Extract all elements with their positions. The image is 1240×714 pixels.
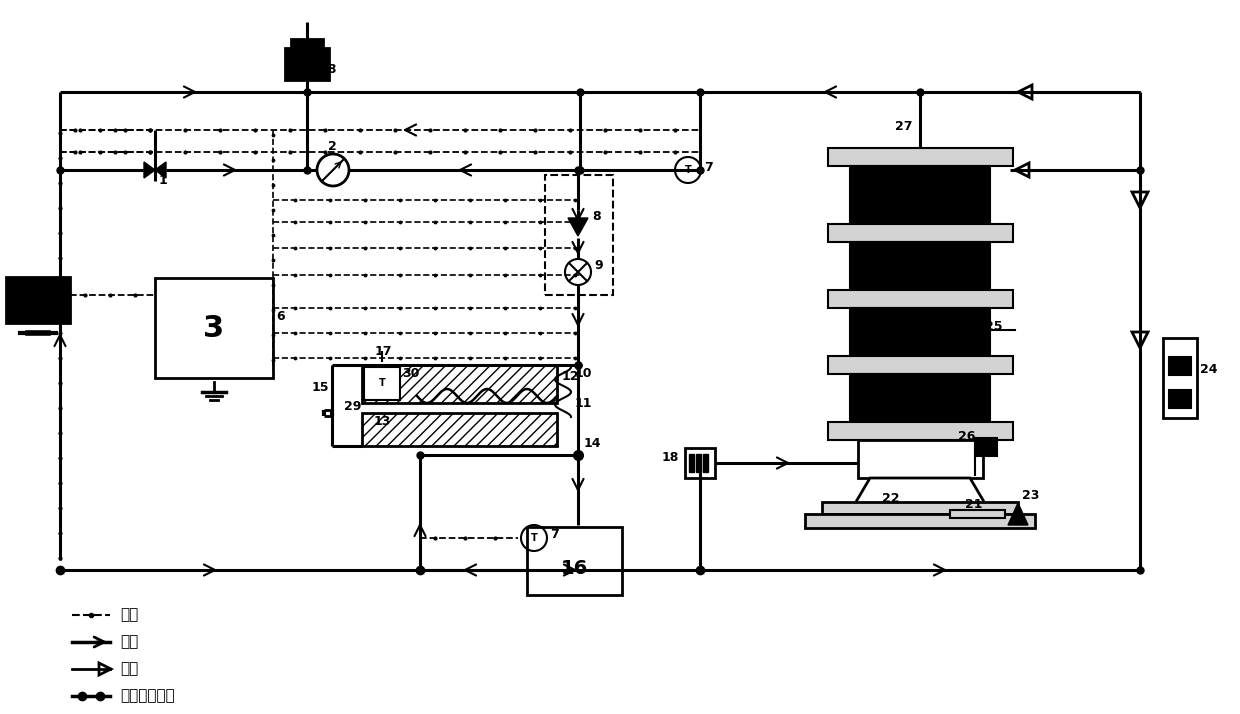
Bar <box>689 454 694 472</box>
Polygon shape <box>155 162 166 178</box>
Polygon shape <box>99 663 112 675</box>
Text: 水路: 水路 <box>120 661 138 676</box>
Polygon shape <box>1016 163 1029 177</box>
Bar <box>155 278 273 378</box>
Text: 27: 27 <box>895 120 913 133</box>
Bar <box>828 422 1013 440</box>
Bar <box>950 510 1004 518</box>
Text: 30: 30 <box>402 367 419 380</box>
Bar <box>1163 338 1197 418</box>
Text: 21: 21 <box>965 498 982 511</box>
Bar <box>849 308 990 356</box>
Bar <box>828 224 1013 242</box>
Text: 8: 8 <box>591 210 600 223</box>
Text: 9: 9 <box>594 259 603 272</box>
Bar <box>546 175 613 295</box>
Polygon shape <box>849 478 990 512</box>
Text: T: T <box>378 378 386 388</box>
Bar <box>849 166 990 224</box>
Bar <box>828 290 1013 308</box>
Bar <box>849 374 990 422</box>
Bar <box>975 438 997 456</box>
Text: 7: 7 <box>704 161 713 174</box>
Bar <box>1169 390 1190 408</box>
Bar <box>291 39 322 55</box>
Text: 等离子体通道: 等离子体通道 <box>120 688 175 703</box>
Polygon shape <box>1132 332 1148 348</box>
Text: 29: 29 <box>343 400 361 413</box>
Text: 气路: 气路 <box>120 635 138 650</box>
Text: 15: 15 <box>312 381 330 394</box>
Bar <box>828 148 1013 166</box>
Text: 20: 20 <box>940 258 957 271</box>
Text: 11: 11 <box>575 397 593 410</box>
Text: 电路: 电路 <box>120 608 138 623</box>
Text: 17: 17 <box>374 345 393 358</box>
Bar <box>527 527 622 595</box>
Text: 2: 2 <box>329 140 337 153</box>
Bar <box>362 413 557 446</box>
Polygon shape <box>1018 85 1032 99</box>
Text: 22: 22 <box>882 492 899 505</box>
Text: 1: 1 <box>159 174 167 187</box>
Bar <box>805 514 1035 528</box>
Polygon shape <box>1132 192 1148 208</box>
Bar <box>858 440 983 478</box>
Bar <box>828 356 1013 374</box>
Polygon shape <box>890 193 926 221</box>
Bar <box>703 454 708 472</box>
Bar <box>365 367 401 400</box>
Text: 24: 24 <box>1200 363 1218 376</box>
Bar <box>822 502 1018 514</box>
Text: 14: 14 <box>584 437 601 450</box>
Text: 18: 18 <box>662 451 680 464</box>
Text: T: T <box>684 165 692 175</box>
Bar <box>6 277 69 323</box>
Text: 3: 3 <box>203 313 224 343</box>
Polygon shape <box>144 162 155 178</box>
Bar <box>849 242 990 290</box>
Bar <box>696 454 701 472</box>
Polygon shape <box>1008 503 1028 525</box>
Text: 26: 26 <box>959 430 976 443</box>
Text: 23: 23 <box>1022 489 1039 502</box>
Text: T: T <box>531 533 537 543</box>
Text: 16: 16 <box>560 558 588 578</box>
Text: 19: 19 <box>930 197 947 210</box>
Text: 12: 12 <box>562 370 579 383</box>
Text: 25: 25 <box>985 320 1002 333</box>
Text: 13: 13 <box>374 415 392 428</box>
Bar <box>362 365 557 403</box>
Text: 28: 28 <box>319 63 336 76</box>
Text: 6: 6 <box>277 310 285 323</box>
Polygon shape <box>568 218 588 236</box>
Bar <box>1169 357 1190 375</box>
Bar <box>684 448 715 478</box>
Text: 7: 7 <box>551 528 559 541</box>
Bar <box>285 48 329 80</box>
Text: 10: 10 <box>575 367 593 380</box>
